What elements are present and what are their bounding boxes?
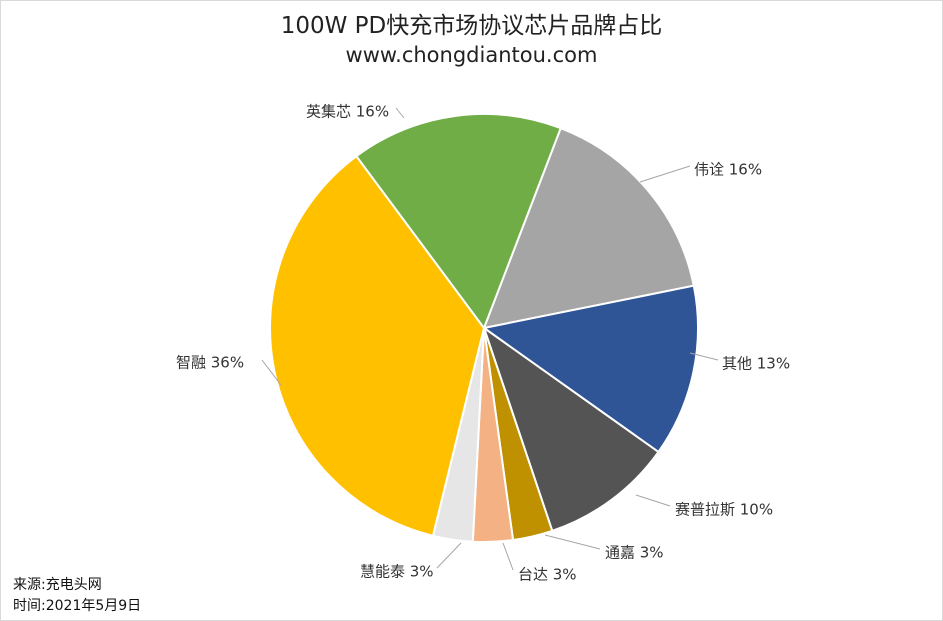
data-label-3: 赛普拉斯 10%: [675, 501, 773, 519]
source-value: 充电头网: [45, 577, 102, 593]
data-label-2: 其他 13%: [722, 355, 790, 373]
leader-line-6: [436, 542, 462, 569]
time-line: 时间:2021年5月9日: [13, 597, 141, 615]
source-line: 来源:充电头网: [13, 576, 102, 594]
chart-title: 100W PD快充市场协议芯片品牌占比: [280, 13, 663, 39]
pie-slice-1: [482, 126, 695, 330]
pie-slice-3: [482, 325, 660, 533]
chart-subtitle: www.chongdiantou.com: [345, 43, 598, 67]
leader-line-5: [502, 542, 514, 571]
leader-line-3: [635, 494, 671, 507]
pie-slices: [269, 113, 699, 543]
time-label: 时间:: [13, 598, 46, 614]
leader-line-2: [689, 352, 719, 361]
leader-line-8: [395, 107, 405, 119]
leader-line-7: [261, 359, 282, 386]
leader-line-1: [639, 165, 691, 183]
data-label-4: 通嘉 3%: [605, 544, 664, 562]
time-value: 2021年5月9日: [45, 598, 142, 614]
data-labels: 伟诠 16% 其他 13% 赛普拉斯 10% 通嘉 3% 台达 3% 慧能泰 3% 智融 3…: [176, 103, 790, 584]
leader-lines: [261, 107, 719, 571]
data-label-8: 英集芯 16%: [306, 103, 389, 121]
pie-slice-8: [355, 113, 562, 331]
source-label: 来源:: [13, 577, 46, 593]
data-label-5: 台达 3%: [518, 566, 577, 584]
data-label-7: 智融 36%: [176, 354, 244, 372]
data-label-6: 慧能泰 3%: [360, 563, 434, 581]
leader-line-4: [544, 534, 601, 550]
data-label-1: 伟诠 16%: [694, 161, 762, 179]
pie-slice-7: [269, 154, 486, 538]
pie-slice-2: [481, 284, 699, 454]
